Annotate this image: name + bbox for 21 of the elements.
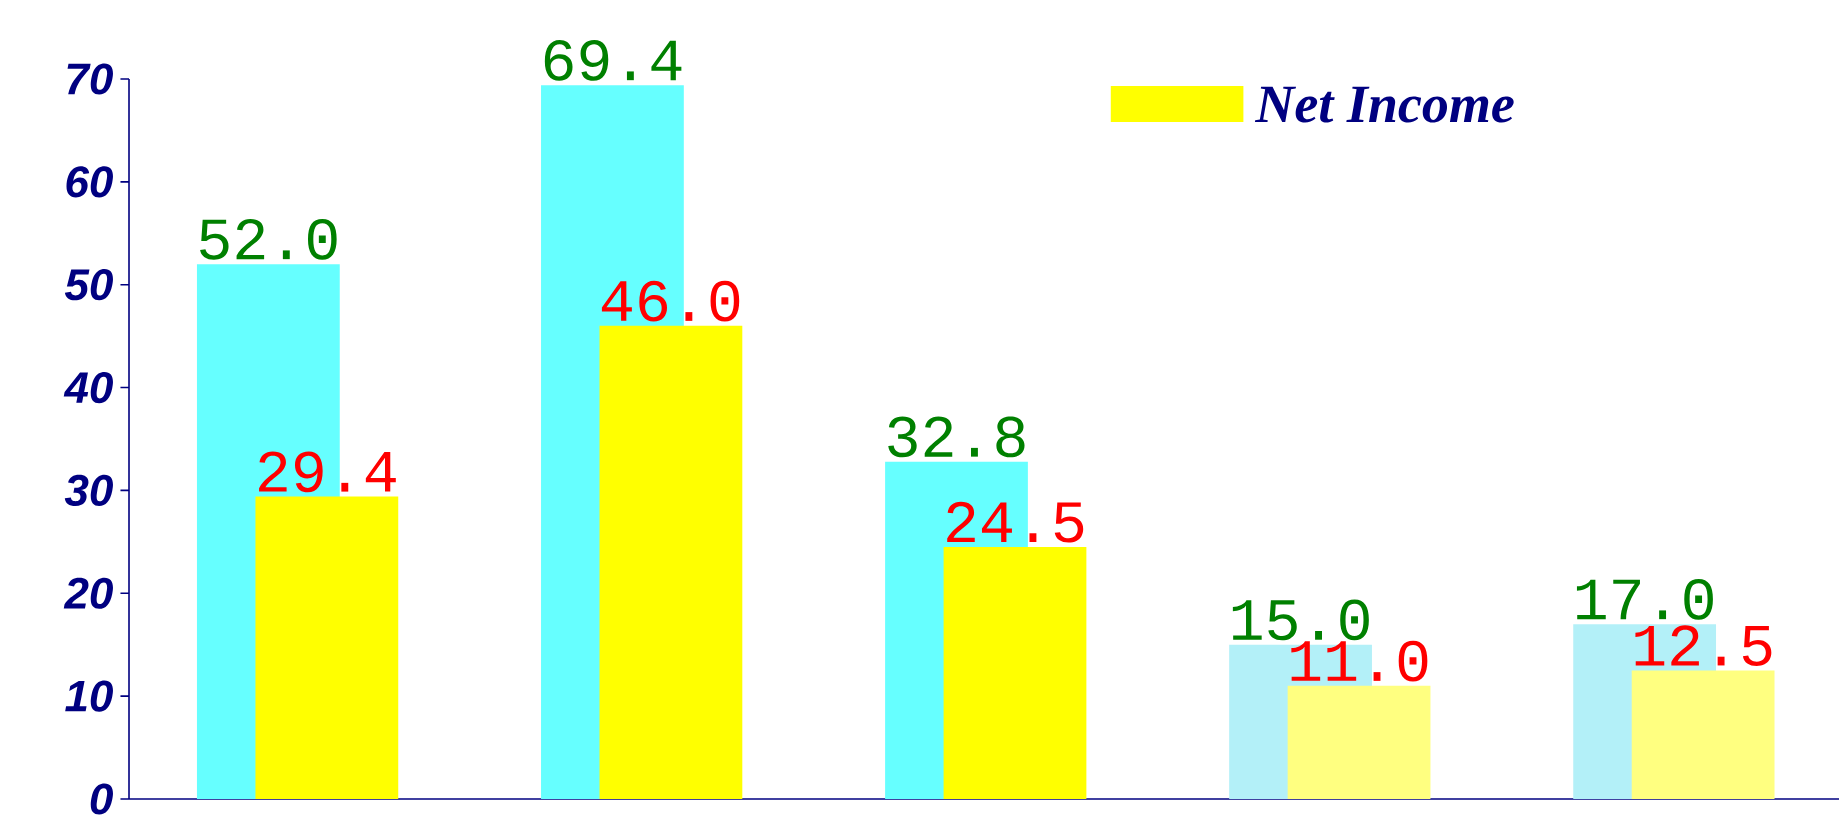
y-tick-label: 20 [63,577,113,609]
data-label: 15.0 [1232,599,1369,641]
data-label: 11.0 [1291,640,1428,682]
data-label: 17.0 [1576,579,1713,620]
y-tick-label: 30 [64,474,113,507]
bar [255,496,399,799]
legend-label: Net Income [1254,86,1514,123]
data-label: 52.0 [200,219,337,260]
y-tick-label: 40 [63,371,113,404]
y-tick-label: 50 [64,269,113,301]
y-tick-label: 60 [66,166,113,198]
y-tick-label: 10 [65,680,113,712]
bar [1631,670,1775,799]
data-label: 32.8 [888,416,1025,458]
bar [1287,685,1431,799]
data-label: 12.5 [1635,625,1772,667]
bar [943,547,1087,799]
y-tick-label: 0 [90,783,113,815]
data-label: 69.4 [544,40,682,81]
y-tick-label: 70 [67,63,113,95]
bar [599,325,743,799]
